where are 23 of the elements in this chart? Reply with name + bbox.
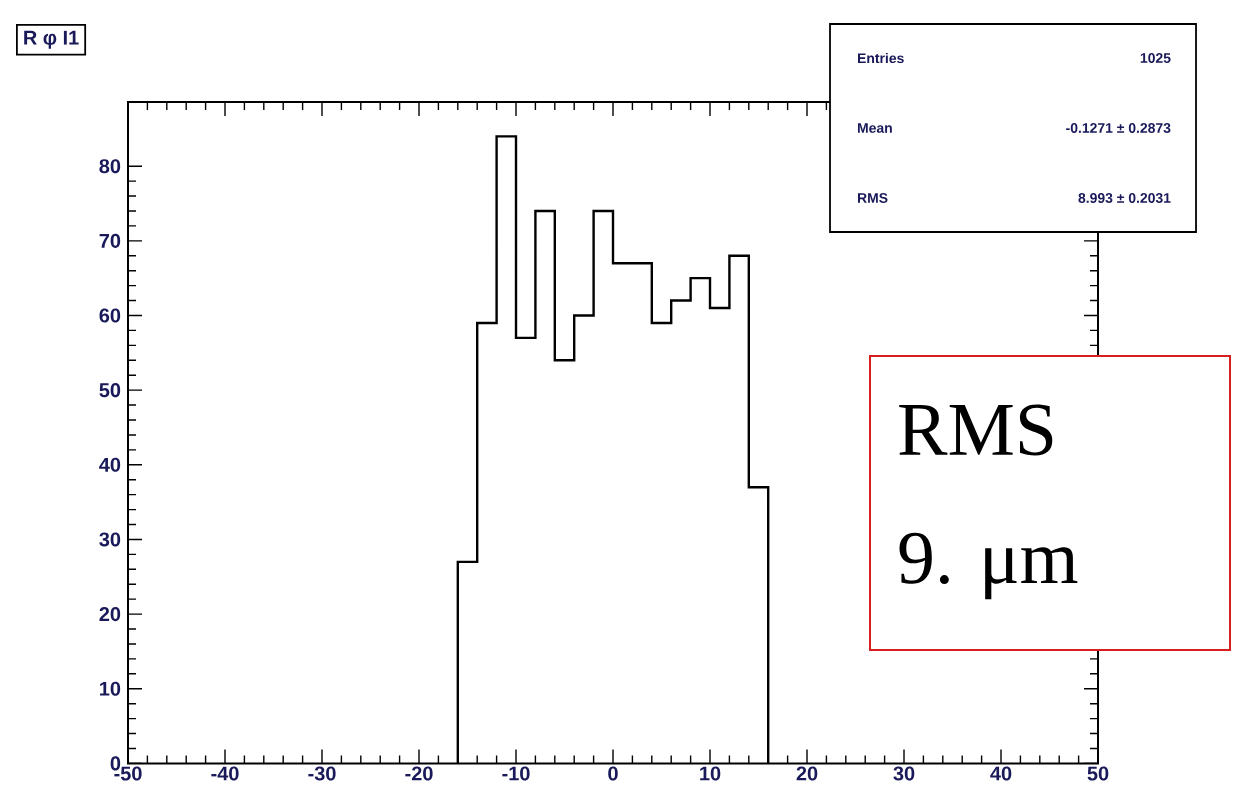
x-tick-label: -50: [114, 766, 142, 781]
y-tick-label: 0: [110, 756, 121, 771]
y-tick-label: 20: [99, 607, 121, 622]
x-tick-label: 30: [893, 766, 915, 781]
x-tick-label: -30: [308, 766, 336, 781]
y-tick-label: 30: [99, 532, 121, 547]
annotation: 9. μm: [899, 532, 1078, 600]
x-tick-label: 50: [1087, 766, 1109, 781]
x-tick-label: 10: [700, 766, 721, 781]
x-tick-label: 0: [608, 766, 618, 781]
y-tick-label: 70: [99, 233, 121, 248]
y-tick-label: 50: [99, 383, 121, 398]
x-tick-label: -10: [502, 766, 530, 781]
x-tick-label: -40: [211, 766, 239, 781]
annotation: RMS: [899, 404, 1053, 456]
chart-title: R φ I1: [24, 30, 79, 49]
y-tick-label: 80: [99, 159, 121, 174]
x-tick-label: 40: [990, 766, 1012, 781]
x-tick-label: -20: [405, 766, 433, 781]
y-tick-label: 10: [100, 681, 121, 696]
y-tick-label: 60: [99, 308, 121, 323]
x-tick-label: 20: [796, 766, 818, 781]
y-tick-label: 40: [99, 457, 121, 472]
